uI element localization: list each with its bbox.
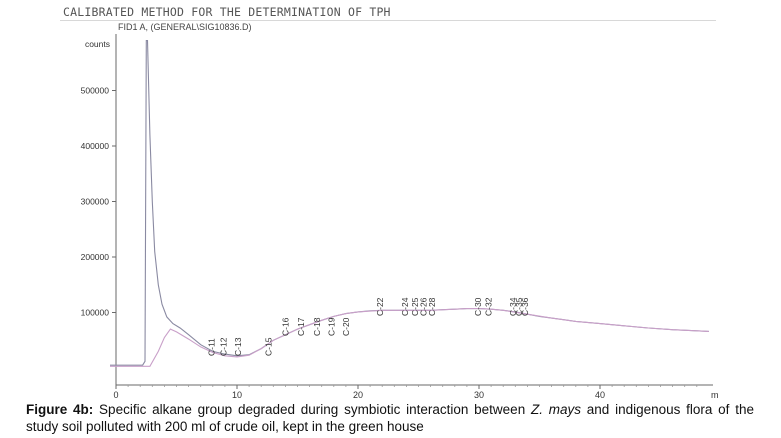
peak-label: C-30 [473, 297, 483, 316]
peak-label: C-12 [219, 337, 229, 356]
x-tick-label: 30 [474, 390, 484, 400]
peak-label: C-11 [207, 338, 217, 356]
y-tick-label: 500000 [81, 86, 110, 96]
signal-file-label: FID1 A, (GENERAL\SIG10836.D) [118, 22, 252, 32]
peak-label: C-22 [375, 297, 385, 316]
figure-caption: Figure 4b: Specific alkane group degrade… [26, 401, 754, 435]
peak-label: C-17 [296, 317, 306, 336]
y-tick-label: 100000 [81, 308, 110, 318]
y-tick-label: 300000 [81, 197, 110, 207]
caption-species: Z. mays [530, 402, 581, 417]
chart-series [110, 39, 709, 367]
chromatogram-chart: counts 100000 200000 300000 400000 500000 0 10 2… [81, 34, 719, 400]
chromatogram-header-title: CALIBRATED METHOD FOR THE DETERMINATION … [63, 5, 391, 19]
x-tick-label: 40 [595, 390, 605, 400]
header-divider [60, 20, 716, 21]
chromatogram-trace-2 [110, 308, 709, 367]
x-tick-label: 20 [353, 390, 363, 400]
peak-label: C-20 [341, 317, 351, 336]
peak-label: C-15 [263, 337, 273, 356]
peak-label: C-26 [418, 297, 428, 316]
y-axis-title: counts [85, 39, 110, 49]
peak-label: C-24 [400, 297, 410, 316]
peak-label: C-35 [514, 297, 524, 316]
peak-label: C-28 [427, 297, 437, 316]
peak-label: C-16 [280, 317, 290, 336]
y-tick-label: 200000 [81, 252, 110, 262]
caption-text-after: and indigenous flora of the study soil p… [26, 402, 754, 434]
peak-labels: C-11 C-12 C-13 C-15 C-16 C-17 C-18 C-19 C-20 C-22… [207, 297, 530, 356]
peak-label: C-32 [484, 297, 494, 316]
peak-label: C-19 [326, 317, 336, 336]
x-axis-unit-label: m [711, 390, 719, 400]
chart-axes: counts 100000 200000 300000 400000 500000 0 10 2… [81, 34, 719, 400]
caption-label: Figure 4b: [26, 402, 94, 417]
caption-text-before: Specific alkane group degraded during sy… [93, 402, 531, 417]
peak-label: C-13 [233, 337, 243, 356]
peak-label: C-18 [312, 317, 322, 336]
peak-label: C-34 [508, 297, 518, 316]
peak-label: C-36 [520, 297, 530, 316]
x-tick-label: 0 [113, 390, 118, 400]
x-tick-label: 10 [232, 390, 242, 400]
y-tick-label: 400000 [81, 141, 110, 151]
peak-label: C-25 [410, 297, 420, 316]
